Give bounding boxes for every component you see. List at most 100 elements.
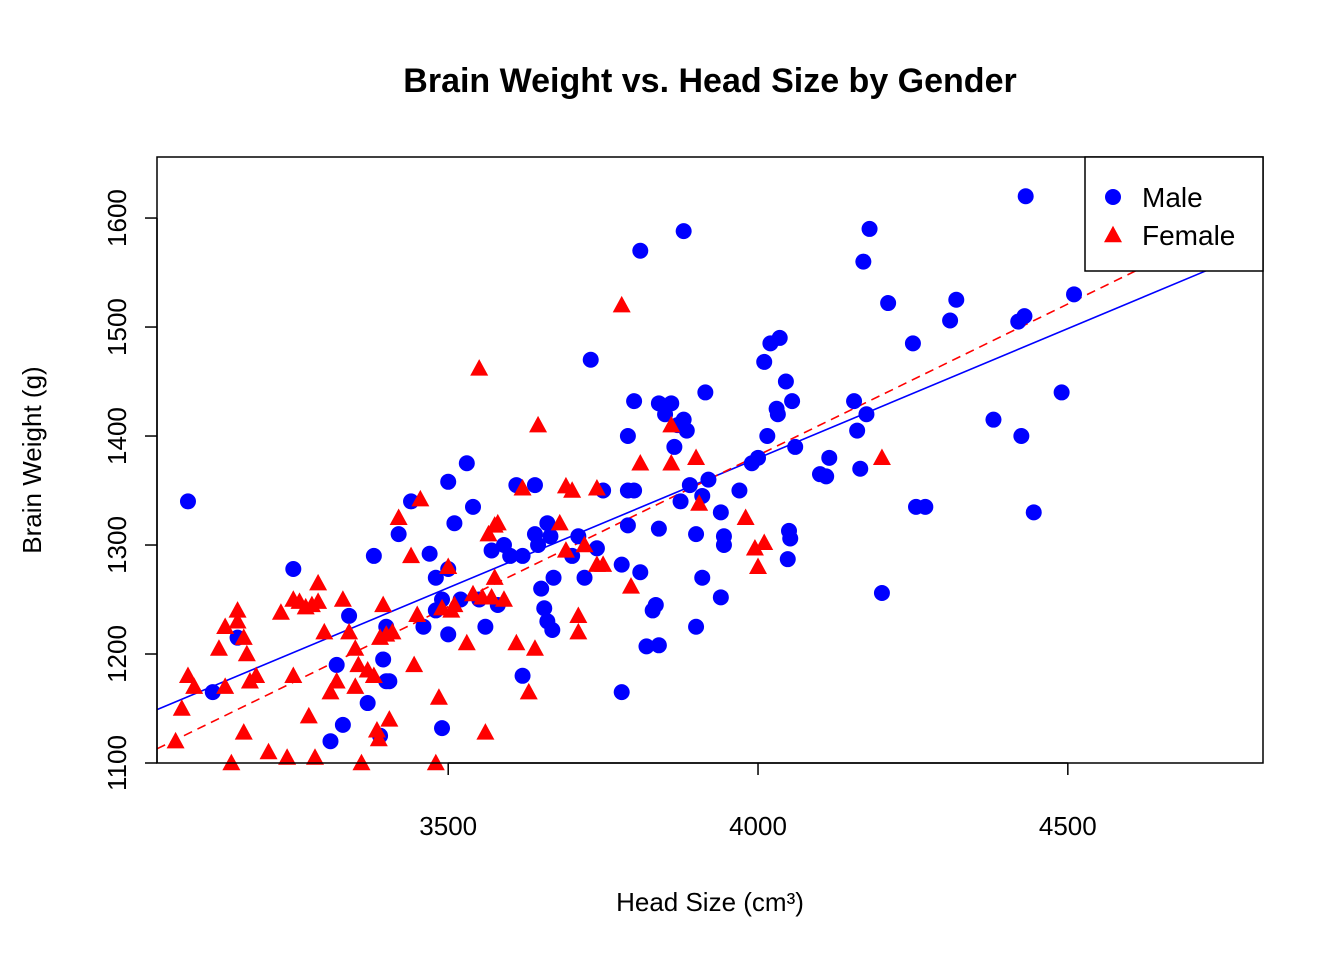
female-point	[216, 617, 235, 634]
male-point	[619, 517, 636, 534]
female-point	[411, 489, 430, 507]
female-point	[622, 577, 640, 594]
female-point	[594, 555, 613, 572]
male-point	[782, 530, 799, 547]
female-point	[172, 699, 191, 716]
male-point	[858, 406, 875, 423]
male-point	[576, 569, 593, 586]
female-point	[482, 588, 501, 605]
x-tick-label: 4500	[1039, 811, 1097, 841]
male-point	[769, 406, 786, 423]
male-point	[285, 560, 302, 577]
female-point	[439, 557, 458, 575]
male-point	[638, 638, 655, 655]
female-point	[247, 666, 266, 684]
female-point	[662, 453, 681, 471]
male-point	[390, 526, 407, 543]
female-point	[209, 639, 228, 656]
data-points	[166, 188, 1083, 771]
legend-box	[1084, 156, 1264, 272]
male-point	[582, 351, 599, 368]
male-point	[985, 411, 1002, 428]
female-point	[369, 729, 388, 747]
female-point	[346, 677, 365, 694]
female-point	[513, 479, 532, 496]
female-point	[333, 590, 352, 607]
female-point	[429, 688, 448, 705]
female-point	[349, 655, 368, 673]
female-point	[309, 592, 328, 609]
male-point	[948, 291, 965, 308]
legend-male-label: Male	[1142, 182, 1203, 213]
x-axis: 3500 4000 4500	[419, 762, 1097, 841]
female-point	[563, 481, 582, 498]
male-point	[777, 373, 794, 390]
y-tick-label: 1400	[102, 407, 132, 465]
female-point	[872, 448, 891, 466]
male-point	[613, 556, 630, 573]
female-point	[315, 622, 334, 640]
male-point	[359, 695, 376, 712]
male-point	[544, 622, 561, 639]
female-point	[736, 508, 755, 525]
male-point	[663, 395, 680, 412]
male-point	[694, 569, 711, 586]
female-point	[507, 633, 526, 651]
female-point	[519, 682, 538, 700]
female-point	[234, 628, 253, 645]
male-point	[1066, 286, 1083, 303]
male-point	[477, 618, 494, 635]
female-point	[259, 742, 278, 760]
y-axis: 1100 1200 1300 1400 1500 1600	[102, 189, 158, 791]
male-point	[365, 547, 382, 564]
male-point	[440, 626, 457, 643]
female-point	[389, 508, 408, 525]
male-point	[514, 667, 531, 684]
female-point	[166, 731, 185, 749]
male-point	[880, 295, 897, 312]
female-point	[405, 655, 424, 673]
male-point	[750, 449, 767, 466]
legend-female-label: Female	[1142, 220, 1235, 251]
male-point	[1013, 428, 1030, 445]
female-point	[631, 453, 650, 471]
female-point	[299, 706, 318, 724]
male-point	[700, 471, 717, 488]
male-point	[904, 335, 921, 352]
male-point	[626, 482, 643, 499]
male-point	[917, 498, 934, 515]
female-point	[662, 415, 681, 433]
male-point	[1053, 384, 1070, 401]
male-point	[715, 537, 732, 554]
female-point	[755, 533, 774, 551]
male-point	[440, 473, 457, 490]
female-point	[321, 682, 340, 700]
male-point	[1025, 504, 1042, 521]
male-point	[821, 449, 838, 466]
male-point	[855, 253, 872, 270]
female-point	[271, 603, 290, 620]
male-point	[666, 438, 683, 455]
male-point	[536, 600, 553, 617]
female-point	[284, 666, 303, 684]
male-point	[375, 651, 392, 668]
male-point	[434, 720, 451, 737]
female-point	[185, 677, 204, 694]
male-point	[681, 477, 698, 494]
male-point	[731, 482, 748, 499]
female-point	[352, 753, 371, 771]
male-point	[341, 607, 358, 624]
male-point	[446, 515, 463, 532]
male-point	[530, 537, 547, 554]
female-point	[278, 748, 297, 765]
female-point	[216, 677, 235, 694]
x-tick-label: 3500	[419, 811, 477, 841]
male-point	[526, 477, 543, 494]
female-point	[228, 601, 247, 618]
female-point	[494, 590, 513, 607]
female-point	[237, 644, 256, 662]
female-point	[745, 538, 764, 556]
male-point	[545, 569, 562, 586]
male-point	[712, 589, 729, 606]
female-point	[476, 723, 495, 740]
